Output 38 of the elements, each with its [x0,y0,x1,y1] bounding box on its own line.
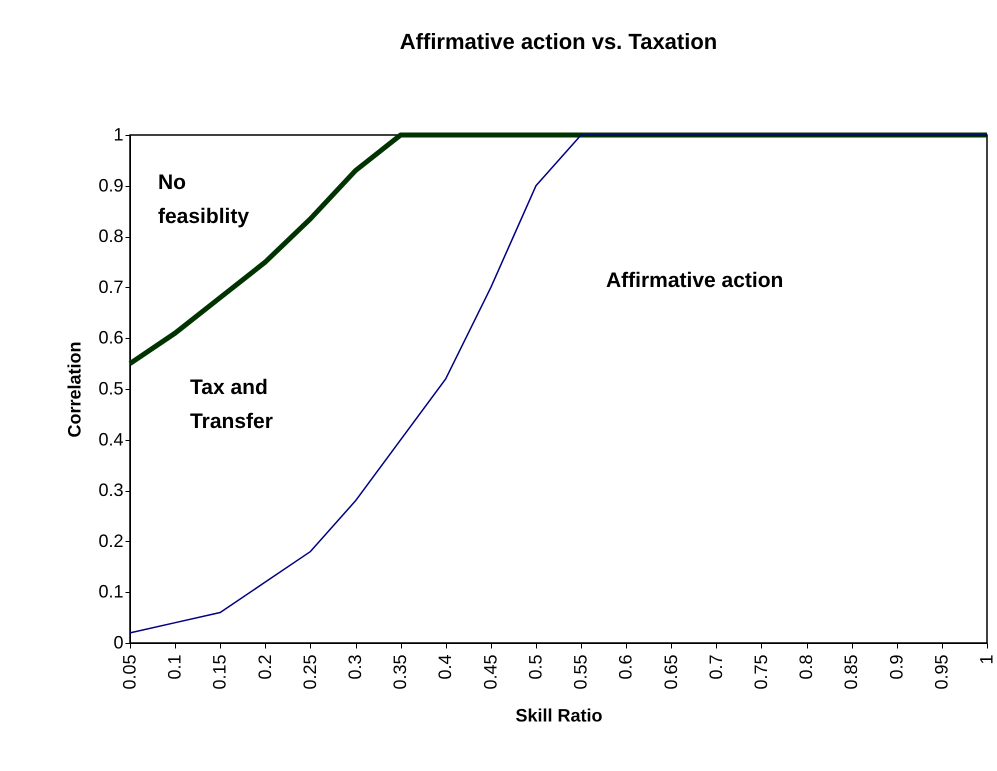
x-tick-label: 1 [976,654,996,665]
y-tick-label: 0.7 [98,276,124,297]
x-axis-title: Skill Ratio [515,706,603,726]
y-tick-label: 0.1 [98,582,124,602]
x-tick-label: 0.05 [120,654,140,690]
y-tick-label: 0.2 [98,530,124,551]
y-tick-label: 0.6 [98,328,124,348]
annotation: No feasiblity [158,171,250,228]
y-tick-label: 0.8 [98,226,124,246]
x-tick-label: 0.7 [706,654,726,680]
x-tick-label: 0.85 [841,654,862,690]
annotation: Affirmative action [606,269,784,292]
chart-title: Affirmative action vs. Taxation [400,29,718,54]
x-tick-label: 0.8 [796,654,816,680]
x-tick-label: 0.9 [886,654,906,680]
x-tick-label: 0.55 [570,654,591,690]
x-tick-label: 0.75 [750,654,771,690]
y-tick-label: 1 [113,124,124,144]
x-tick-label: 0.2 [254,654,275,680]
x-tick-label: 0.35 [390,654,410,690]
y-tick-label: 0.3 [98,480,124,500]
x-tick-label: 0.25 [300,654,320,690]
x-tick-label: 0.3 [345,654,366,680]
y-tick-label: 0.4 [98,429,124,450]
line-series [129,134,988,634]
y-tick-label: 0.5 [98,378,124,398]
x-tick-label: 0.6 [616,654,636,680]
x-tick-label: 0.1 [164,654,185,680]
x-tick-label: 0.5 [525,654,546,680]
annotation: Tax and Transfer [190,376,273,433]
x-tick-label: 0.45 [480,654,500,690]
y-tick-label: 0.9 [98,175,124,196]
y-tick-label: 0 [113,632,124,652]
y-axis-title: Correlation [64,341,84,438]
x-tick-label: 0.95 [931,654,952,690]
x-tick-label: 0.4 [435,654,456,680]
x-tick-label: 0.15 [210,654,230,690]
x-tick-label: 0.65 [660,654,681,690]
